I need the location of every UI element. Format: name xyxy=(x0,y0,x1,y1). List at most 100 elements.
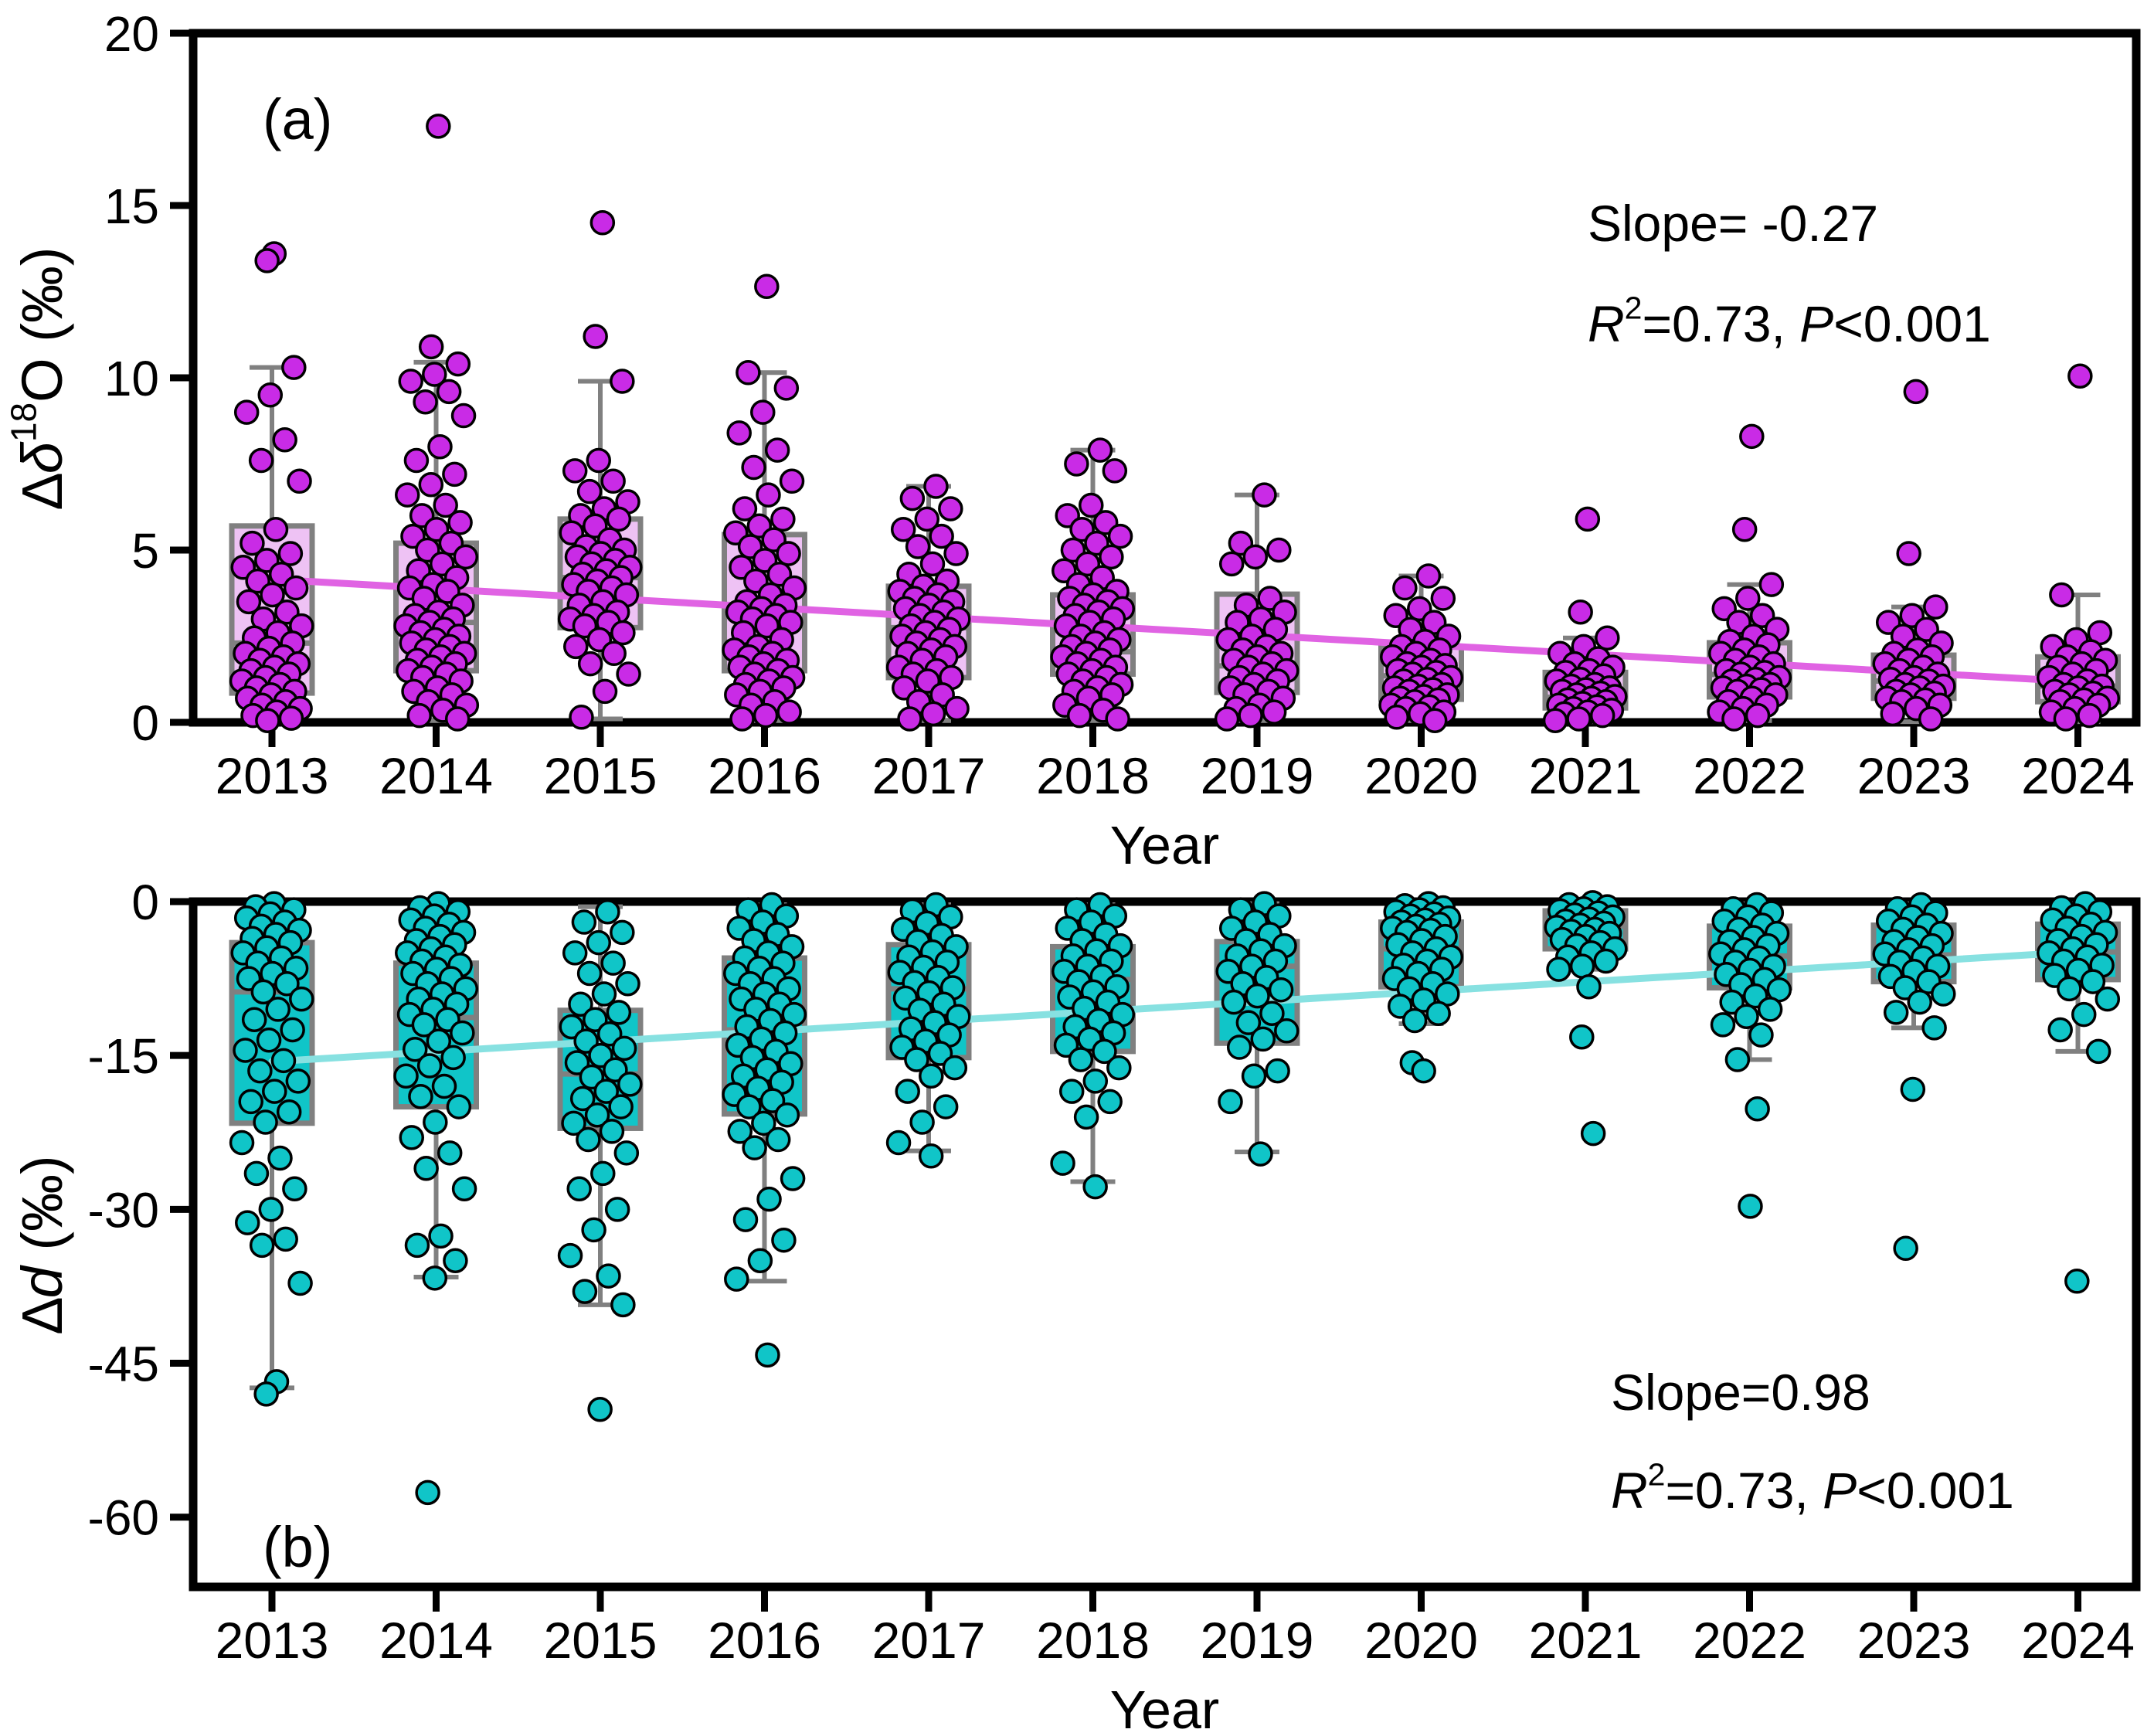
y-tick-label: 0 xyxy=(131,875,159,930)
data-point xyxy=(754,273,780,300)
data-point xyxy=(610,1292,636,1318)
trend-line-b xyxy=(268,948,2081,1065)
y-tick-label: 5 xyxy=(131,523,159,579)
x-tick-label-2019: 2019 xyxy=(1201,747,1314,804)
data-point xyxy=(408,1084,433,1109)
data-point xyxy=(257,382,284,408)
data-point xyxy=(905,534,931,559)
data-point xyxy=(2085,1038,2112,1065)
data-point xyxy=(285,1068,311,1094)
points-a-2017 xyxy=(885,474,971,732)
data-point xyxy=(398,369,423,394)
data-point xyxy=(1569,1024,1595,1050)
x-tick-label-2019: 2019 xyxy=(1201,1612,1314,1669)
y-tick-label: -60 xyxy=(88,1490,160,1546)
points-a-2019 xyxy=(1214,482,1300,732)
data-point xyxy=(1576,973,1602,1000)
data-point xyxy=(779,468,805,494)
points-a-2014 xyxy=(393,114,480,732)
data-point xyxy=(254,248,280,273)
points-b-2013 xyxy=(229,891,314,1407)
data-point xyxy=(1245,983,1270,1009)
points-b-2020 xyxy=(1380,891,1464,1084)
x-tick-label-2013: 2013 xyxy=(216,1612,329,1669)
data-point xyxy=(1265,1058,1290,1084)
x-tick-label-2018: 2018 xyxy=(1036,747,1150,804)
y-tick-label: -45 xyxy=(88,1337,160,1392)
data-point xyxy=(899,485,926,511)
data-point xyxy=(1092,1038,1117,1065)
data-point xyxy=(1266,537,1292,563)
points-a-2022 xyxy=(1707,423,1792,732)
data-point xyxy=(933,1094,959,1119)
data-point xyxy=(427,433,453,460)
data-point xyxy=(1734,1004,1759,1029)
data-point xyxy=(1923,594,1948,620)
data-point xyxy=(2057,976,2082,1002)
data-point xyxy=(263,516,289,542)
data-point xyxy=(586,929,612,956)
data-point xyxy=(1079,492,1104,518)
data-point xyxy=(736,1094,762,1119)
data-point xyxy=(1226,1034,1252,1060)
points-b-2017 xyxy=(885,892,971,1169)
data-point xyxy=(736,360,761,386)
data-point xyxy=(1569,953,1595,979)
data-point xyxy=(771,1227,797,1253)
data-point xyxy=(440,1045,466,1071)
data-point xyxy=(1107,523,1133,549)
data-point xyxy=(1050,1150,1075,1176)
x-tick-label-2017: 2017 xyxy=(872,1612,986,1669)
data-point xyxy=(1268,977,1294,1003)
data-point xyxy=(2047,1017,2073,1043)
data-point xyxy=(590,1160,616,1187)
data-point xyxy=(756,1186,782,1212)
data-point xyxy=(1235,1010,1262,1035)
x-tick-label-2023: 2023 xyxy=(1857,1612,1971,1669)
data-point xyxy=(572,1279,598,1304)
data-point xyxy=(1589,702,1616,729)
data-point xyxy=(606,1000,632,1025)
data-point xyxy=(897,706,922,732)
data-point xyxy=(586,447,612,474)
data-point xyxy=(411,1012,437,1038)
data-point xyxy=(418,472,444,498)
data-point xyxy=(418,334,444,360)
data-point xyxy=(274,970,300,997)
data-point xyxy=(563,634,589,660)
data-point xyxy=(447,510,473,535)
data-point xyxy=(1392,575,1418,601)
data-point xyxy=(236,589,262,615)
data-point xyxy=(1907,989,1932,1015)
data-point xyxy=(1087,437,1113,463)
data-point xyxy=(596,1263,621,1289)
data-point xyxy=(1430,586,1456,611)
data-point xyxy=(1757,997,1783,1022)
data-point xyxy=(283,575,309,601)
data-point xyxy=(1218,1089,1243,1115)
data-point xyxy=(776,541,801,566)
data-point xyxy=(1099,544,1124,570)
x-axis-title-a: Year xyxy=(1110,815,1219,875)
y-axis-title-a: ∆δ18O (‰) xyxy=(4,247,74,509)
data-point xyxy=(395,482,420,508)
data-point xyxy=(1259,1000,1285,1026)
y-tick-label: 15 xyxy=(104,178,159,234)
data-point xyxy=(1575,506,1601,532)
data-point xyxy=(443,1248,468,1273)
data-point xyxy=(615,970,640,997)
data-point xyxy=(606,506,632,532)
x-tick-label-2016: 2016 xyxy=(708,747,821,804)
annotation-r2p-a: R2=0.73, P<0.001 xyxy=(1588,290,1991,352)
panel-letter-b: (b) xyxy=(263,1515,332,1579)
data-point xyxy=(1900,1076,1926,1102)
x-tick-label-2014: 2014 xyxy=(379,1612,493,1669)
data-point xyxy=(1097,1089,1123,1115)
data-point xyxy=(943,541,969,566)
data-point xyxy=(1735,586,1761,611)
points-a-2024 xyxy=(2037,363,2121,732)
points-b-2019 xyxy=(1215,891,1300,1167)
data-point xyxy=(249,1232,275,1259)
x-tick-label-2015: 2015 xyxy=(544,1612,657,1669)
data-point xyxy=(1058,1079,1085,1104)
